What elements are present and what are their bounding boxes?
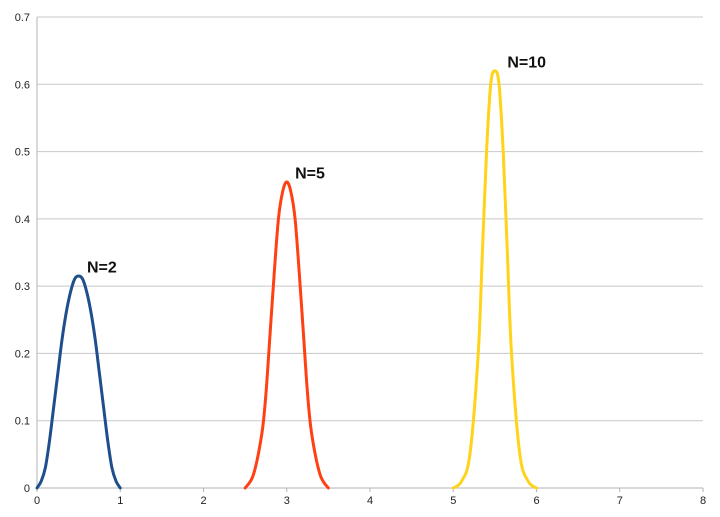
x-tick-label: 0 — [34, 495, 40, 507]
x-tick-label: 5 — [450, 495, 456, 507]
y-tick-label: 0.6 — [15, 79, 30, 91]
series-line-2 — [451, 69, 538, 490]
y-tick-label: 0.1 — [15, 416, 30, 428]
axes — [36, 17, 704, 492]
x-tick-label: 3 — [284, 495, 290, 507]
x-tick-label: 1 — [117, 495, 123, 507]
series-line-1 — [243, 180, 330, 490]
y-tick-label: 0.2 — [15, 348, 30, 360]
series-lines — [35, 69, 538, 490]
series-label-2: N=10 — [507, 54, 546, 71]
series-label-0: N=2 — [87, 260, 117, 277]
y-tick-label: 0.7 — [15, 12, 30, 24]
y-tick-label: 0 — [24, 483, 30, 495]
x-tick-label: 6 — [533, 495, 539, 507]
x-tick-label: 7 — [617, 495, 623, 507]
tick-labels: 0 0.1 0.2 0.3 0.4 0.5 0.6 0.7 0 1 2 3 4 5 6 7 8 — [15, 12, 706, 507]
series-annotations: N=2 N=5 N=10 — [87, 54, 546, 276]
y-tick-label: 0.3 — [15, 281, 30, 293]
series-label-1: N=5 — [295, 165, 325, 182]
x-tick-label: 2 — [200, 495, 206, 507]
y-tick-label: 0.5 — [15, 147, 30, 159]
grid-lines — [37, 16, 703, 422]
x-tick-label: 4 — [367, 495, 373, 507]
y-tick-label: 0.4 — [15, 214, 30, 226]
series-line-0 — [35, 274, 122, 490]
x-tick-label: 8 — [700, 495, 706, 507]
